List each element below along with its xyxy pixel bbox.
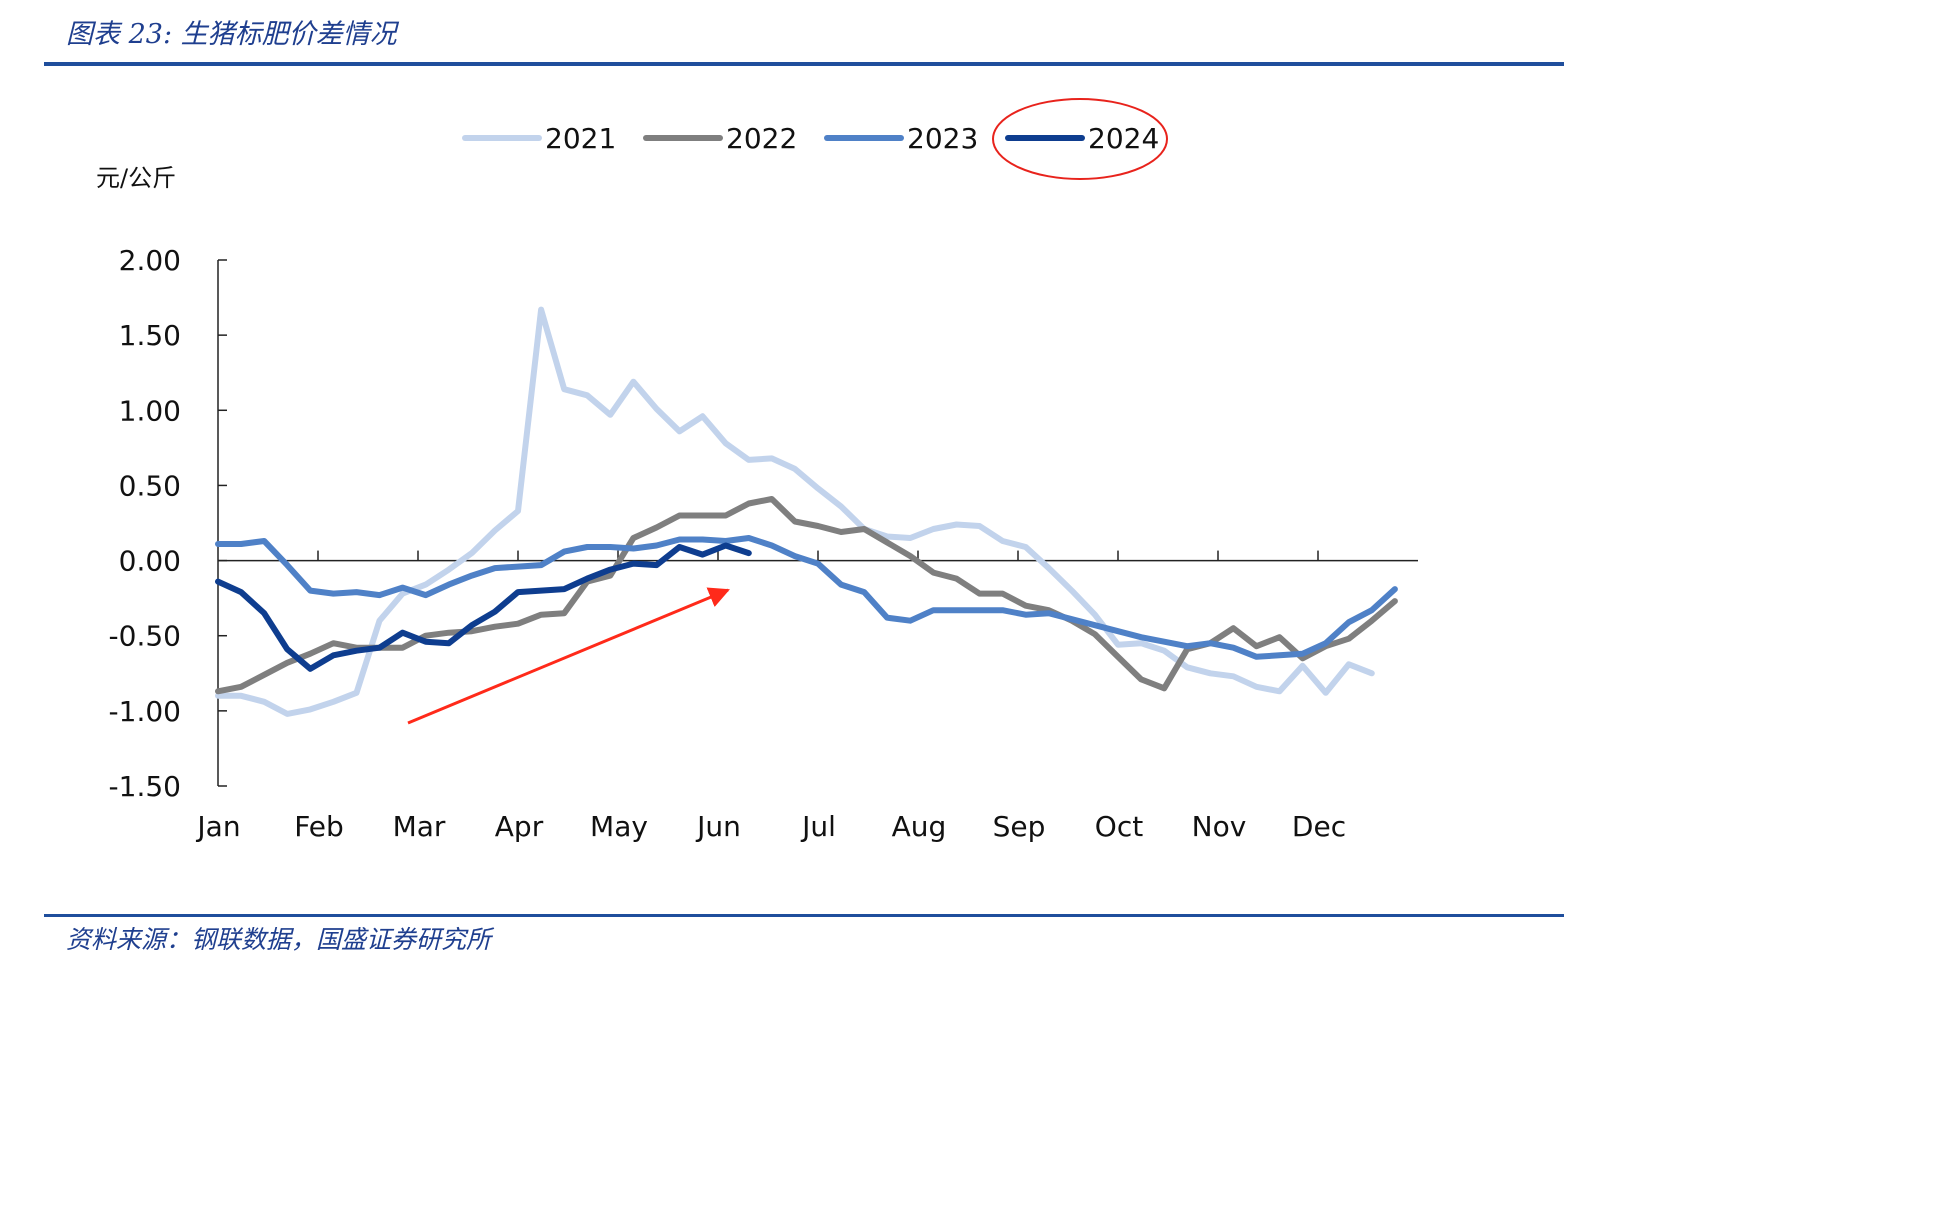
y-tick-label: 0.50 — [119, 469, 181, 502]
legend-highlight-ellipse — [992, 98, 1168, 180]
y-tick-label: -0.50 — [109, 620, 181, 653]
legend-label-2024: 2024 — [1088, 122, 1159, 155]
y-axis-unit: 元/公斤 — [96, 164, 176, 192]
series-line-2022 — [215, 496, 1398, 695]
source-note: 资料来源：钢联数据，国盛证券研究所 — [66, 925, 492, 954]
x-tick-label: Jun — [695, 810, 741, 843]
x-tick-label: Oct — [1095, 810, 1143, 843]
x-tick-label: Feb — [294, 810, 344, 843]
line-chart: 元/公斤 2021 2022 2023 2024 2.00 1.50 1.00 0.50 0.… — [96, 98, 1418, 843]
series-line-2021 — [215, 306, 1375, 717]
x-tick-label: Jan — [195, 810, 240, 843]
x-tick-label: May — [590, 810, 648, 843]
trend-arrow — [407, 587, 730, 725]
x-tick-label: Mar — [393, 810, 446, 843]
figure-title: 图表 23: 生猪标肥价差情况 — [66, 19, 397, 50]
axes: 2.00 1.50 1.00 0.50 0.00 -0.50 -1.00 -1.50 Jan Fe… — [109, 244, 1418, 843]
y-tick-label: 1.50 — [119, 319, 181, 352]
legend-label-2022: 2022 — [726, 122, 797, 155]
y-tick-label: 2.00 — [119, 244, 181, 277]
x-tick-label: Apr — [495, 810, 544, 843]
y-tick-label: 0.00 — [119, 545, 181, 578]
x-tick-label: Dec — [1292, 810, 1346, 843]
header-rule — [44, 62, 1564, 66]
footer-rule — [44, 914, 1564, 917]
legend-label-2023: 2023 — [907, 122, 978, 155]
y-tick-label: -1.50 — [109, 770, 181, 803]
series-line-2024 — [215, 542, 752, 672]
x-tick-label: Jul — [800, 810, 836, 843]
legend: 2021 2022 2023 2024 — [462, 122, 1159, 155]
x-tick-label: Sep — [993, 810, 1046, 843]
y-tick-label: -1.00 — [109, 695, 181, 728]
series-line-2023 — [215, 535, 1398, 660]
legend-label-2021: 2021 — [545, 122, 616, 155]
x-tick-label: Nov — [1192, 810, 1247, 843]
series-layer — [215, 306, 1398, 717]
y-tick-label: 1.00 — [119, 394, 181, 427]
x-tick-label: Aug — [892, 810, 947, 843]
